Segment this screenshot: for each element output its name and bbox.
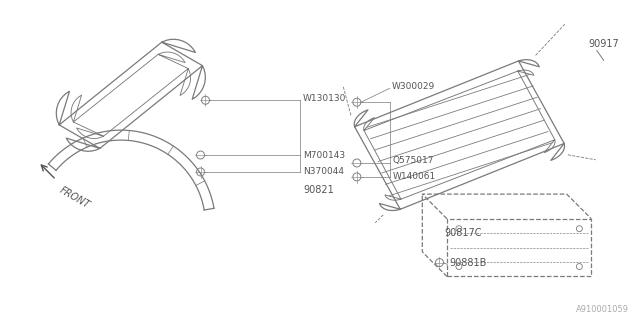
Text: 90881B: 90881B bbox=[449, 258, 487, 268]
Text: FRONT: FRONT bbox=[58, 185, 92, 210]
Text: W300029: W300029 bbox=[392, 82, 435, 91]
Text: W140061: W140061 bbox=[393, 172, 436, 181]
Text: A910001059: A910001059 bbox=[575, 305, 628, 314]
Text: 90821: 90821 bbox=[303, 185, 334, 195]
Text: Q575017: Q575017 bbox=[393, 156, 434, 165]
Text: M700143: M700143 bbox=[303, 150, 345, 160]
Text: W130130: W130130 bbox=[303, 94, 346, 103]
Text: 90817C: 90817C bbox=[444, 228, 482, 238]
Text: N370044: N370044 bbox=[303, 167, 344, 176]
Text: 90917: 90917 bbox=[589, 38, 620, 49]
